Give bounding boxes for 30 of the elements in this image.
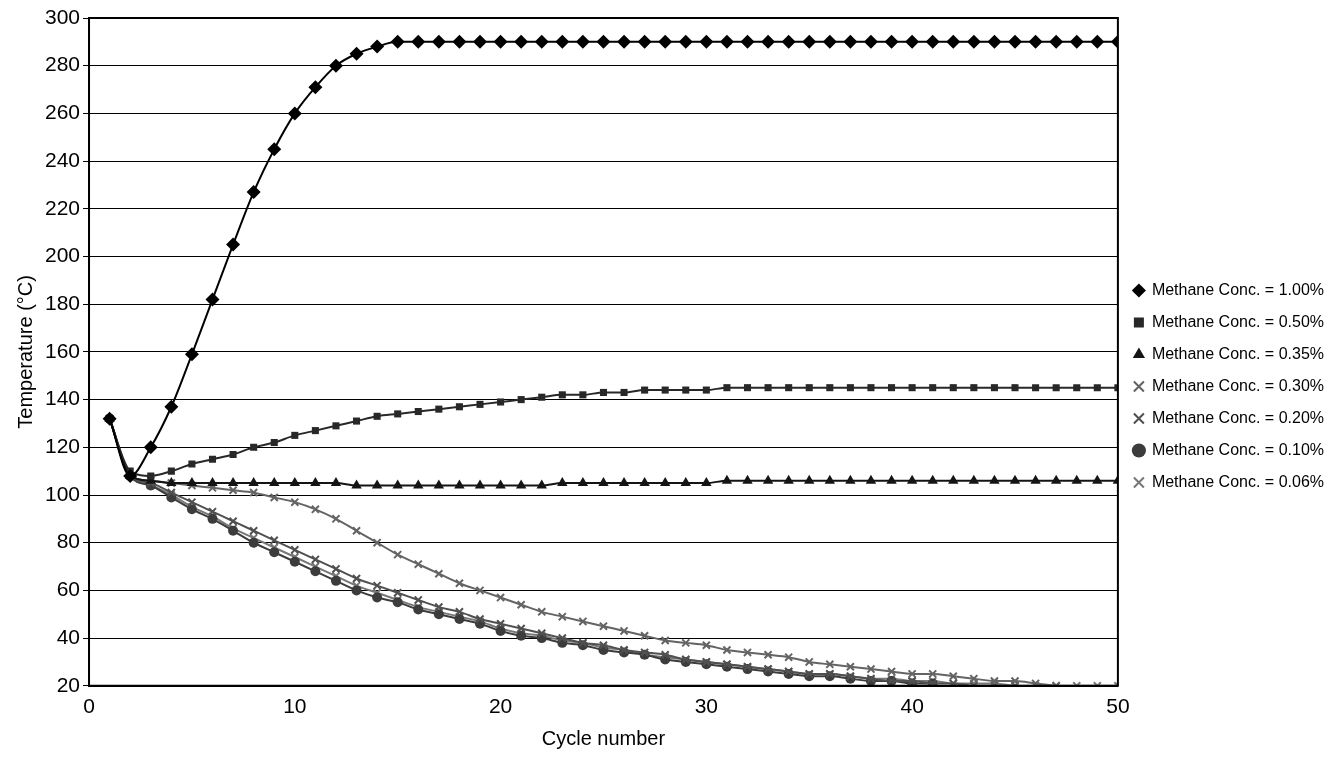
legend-label: Methane Conc. = 0.06%	[1151, 472, 1324, 490]
y-tick-label: 140	[44, 386, 81, 410]
y-tick-label: 60	[56, 577, 81, 601]
legend-label: Methane Conc. = 0.50%	[1151, 312, 1324, 330]
y-tick-label: 100	[44, 481, 81, 505]
x-tick-label: 0	[83, 694, 95, 718]
legend-label: Methane Conc. = 0.20%	[1151, 408, 1324, 426]
x-tick-label: 30	[694, 694, 719, 718]
y-tick-label: 260	[44, 100, 81, 124]
y-tick-label: 180	[44, 291, 81, 314]
y-tick-label: 160	[44, 338, 81, 362]
y-tick-label: 40	[56, 624, 81, 648]
legend-label: Methane Conc. = 0.30%	[1151, 376, 1324, 394]
y-tick-label: 280	[44, 52, 81, 76]
y-tick-label: 300	[44, 4, 81, 28]
y-tick-label: 80	[56, 529, 81, 553]
x-tick-label: 40	[900, 694, 924, 718]
y-tick-label: 200	[44, 243, 81, 267]
x-tick-label: 50	[1106, 694, 1130, 718]
legend-label: Methane Conc. = 1.00%	[1151, 280, 1324, 298]
legend-label: Methane Conc. = 0.10%	[1151, 440, 1324, 458]
y-tick-label: 120	[44, 434, 81, 458]
y-tick-label: 240	[44, 147, 81, 171]
x-tick-label: 20	[488, 694, 513, 718]
y-tick-label: 220	[44, 195, 81, 219]
x-axis-title: Cycle number	[541, 726, 666, 749]
legend-label: Methane Conc. = 0.35%	[1151, 344, 1324, 362]
y-axis-title: Temperature (°C)	[13, 275, 36, 429]
y-tick-label: 20	[56, 672, 81, 696]
x-tick-label: 10	[283, 694, 307, 718]
